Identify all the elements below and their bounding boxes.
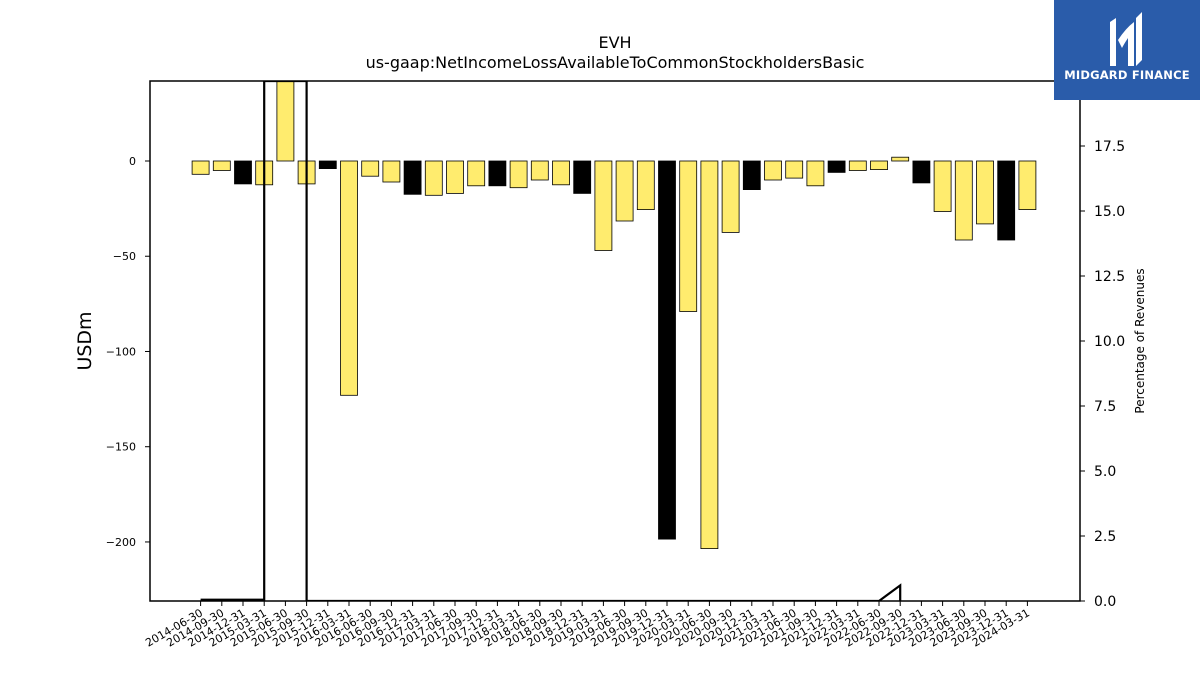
bar-2016-03-31 <box>340 160 358 396</box>
y-tick-label: 0 <box>129 155 136 168</box>
bar-2017-09-30 <box>467 160 486 187</box>
bar-2021-03-31 <box>764 160 782 181</box>
bar-2015-06-30 <box>276 81 295 162</box>
secondary-series <box>200 81 902 601</box>
bar-2021-12-31 <box>827 160 846 173</box>
chart-subtitle: us-gaap:NetIncomeLossAvailableToCommonSt… <box>366 53 865 72</box>
brand-logo: MIDGARD FINANCE <box>1054 0 1200 100</box>
bar-2022-12-31 <box>912 160 931 184</box>
bar-2020-03-31 <box>679 160 698 312</box>
bar-2020-06-30 <box>700 160 719 550</box>
bar-2020-09-30 <box>721 160 740 233</box>
percentage-of-revenues-line <box>200 81 902 601</box>
y2-tick-label: 0.0 <box>1094 594 1116 610</box>
y2-tick-label: 10.0 <box>1094 334 1125 350</box>
bar-2023-09-30 <box>976 160 994 225</box>
y2-tick-label: 5.0 <box>1094 464 1116 480</box>
y2-axis-label: Percentage of Revenues <box>1133 268 1147 413</box>
chart-title: EVH <box>598 33 631 52</box>
bar-2020-12-31 <box>742 160 761 191</box>
bar-2019-12-31 <box>658 160 676 540</box>
y2-tick-label: 2.5 <box>1094 529 1116 545</box>
bar-2016-06-30 <box>361 160 380 177</box>
y-tick-label: −50 <box>113 250 136 263</box>
y2-tick-label: 15.0 <box>1094 204 1125 220</box>
y-axis-left: 0 −50 −100 −150 −200 <box>106 155 150 549</box>
y-axis-right: 0.0 2.5 5.0 7.5 10.0 12.5 15.0 17.5 <box>1080 139 1125 610</box>
bar-2019-09-30 <box>636 160 655 210</box>
bar-2021-09-30 <box>806 160 825 187</box>
y2-tick-label: 7.5 <box>1094 399 1116 415</box>
bar-2017-12-31 <box>488 160 507 187</box>
bar-2023-03-31 <box>933 160 952 212</box>
bar-2014-09-30 <box>212 160 231 171</box>
bar-2019-03-31 <box>594 160 613 251</box>
bars-group <box>191 81 1037 550</box>
y-tick-label: −100 <box>106 345 136 358</box>
bar-2022-06-30 <box>870 160 888 171</box>
bar-2016-12-31 <box>403 160 422 195</box>
bar-2023-12-31 <box>997 160 1016 241</box>
x-axis: 2014-06-302014-09-302014-12-312015-03-31… <box>143 601 1032 650</box>
bar-2015-12-31 <box>318 160 337 169</box>
bar-2018-03-31 <box>509 160 528 189</box>
bar-2019-06-30 <box>615 160 634 222</box>
midgard-logo-icon <box>1110 12 1142 66</box>
y2-tick-label: 12.5 <box>1094 269 1125 285</box>
bar-2022-03-31 <box>848 160 867 171</box>
bar-2017-03-31 <box>424 160 443 196</box>
bar-2016-09-30 <box>382 160 401 183</box>
bar-2022-09-30 <box>891 156 910 162</box>
y-tick-label: −200 <box>106 536 136 549</box>
bar-2018-06-30 <box>530 160 549 181</box>
bar-2021-06-30 <box>785 160 804 179</box>
bar-2018-12-31 <box>573 160 592 194</box>
bar-2023-06-30 <box>954 160 973 241</box>
brand-name: MIDGARD FINANCE <box>1064 68 1190 82</box>
bar-2017-06-30 <box>446 160 464 194</box>
y-tick-label: −150 <box>106 441 136 454</box>
bar-2014-12-31 <box>234 160 252 185</box>
bar-2014-06-30 <box>191 160 210 175</box>
y-axis-label: USDm <box>74 311 96 370</box>
y2-tick-label: 17.5 <box>1094 139 1125 155</box>
bar-2018-09-30 <box>552 160 570 186</box>
bar-2024-03-31 <box>1018 160 1037 210</box>
